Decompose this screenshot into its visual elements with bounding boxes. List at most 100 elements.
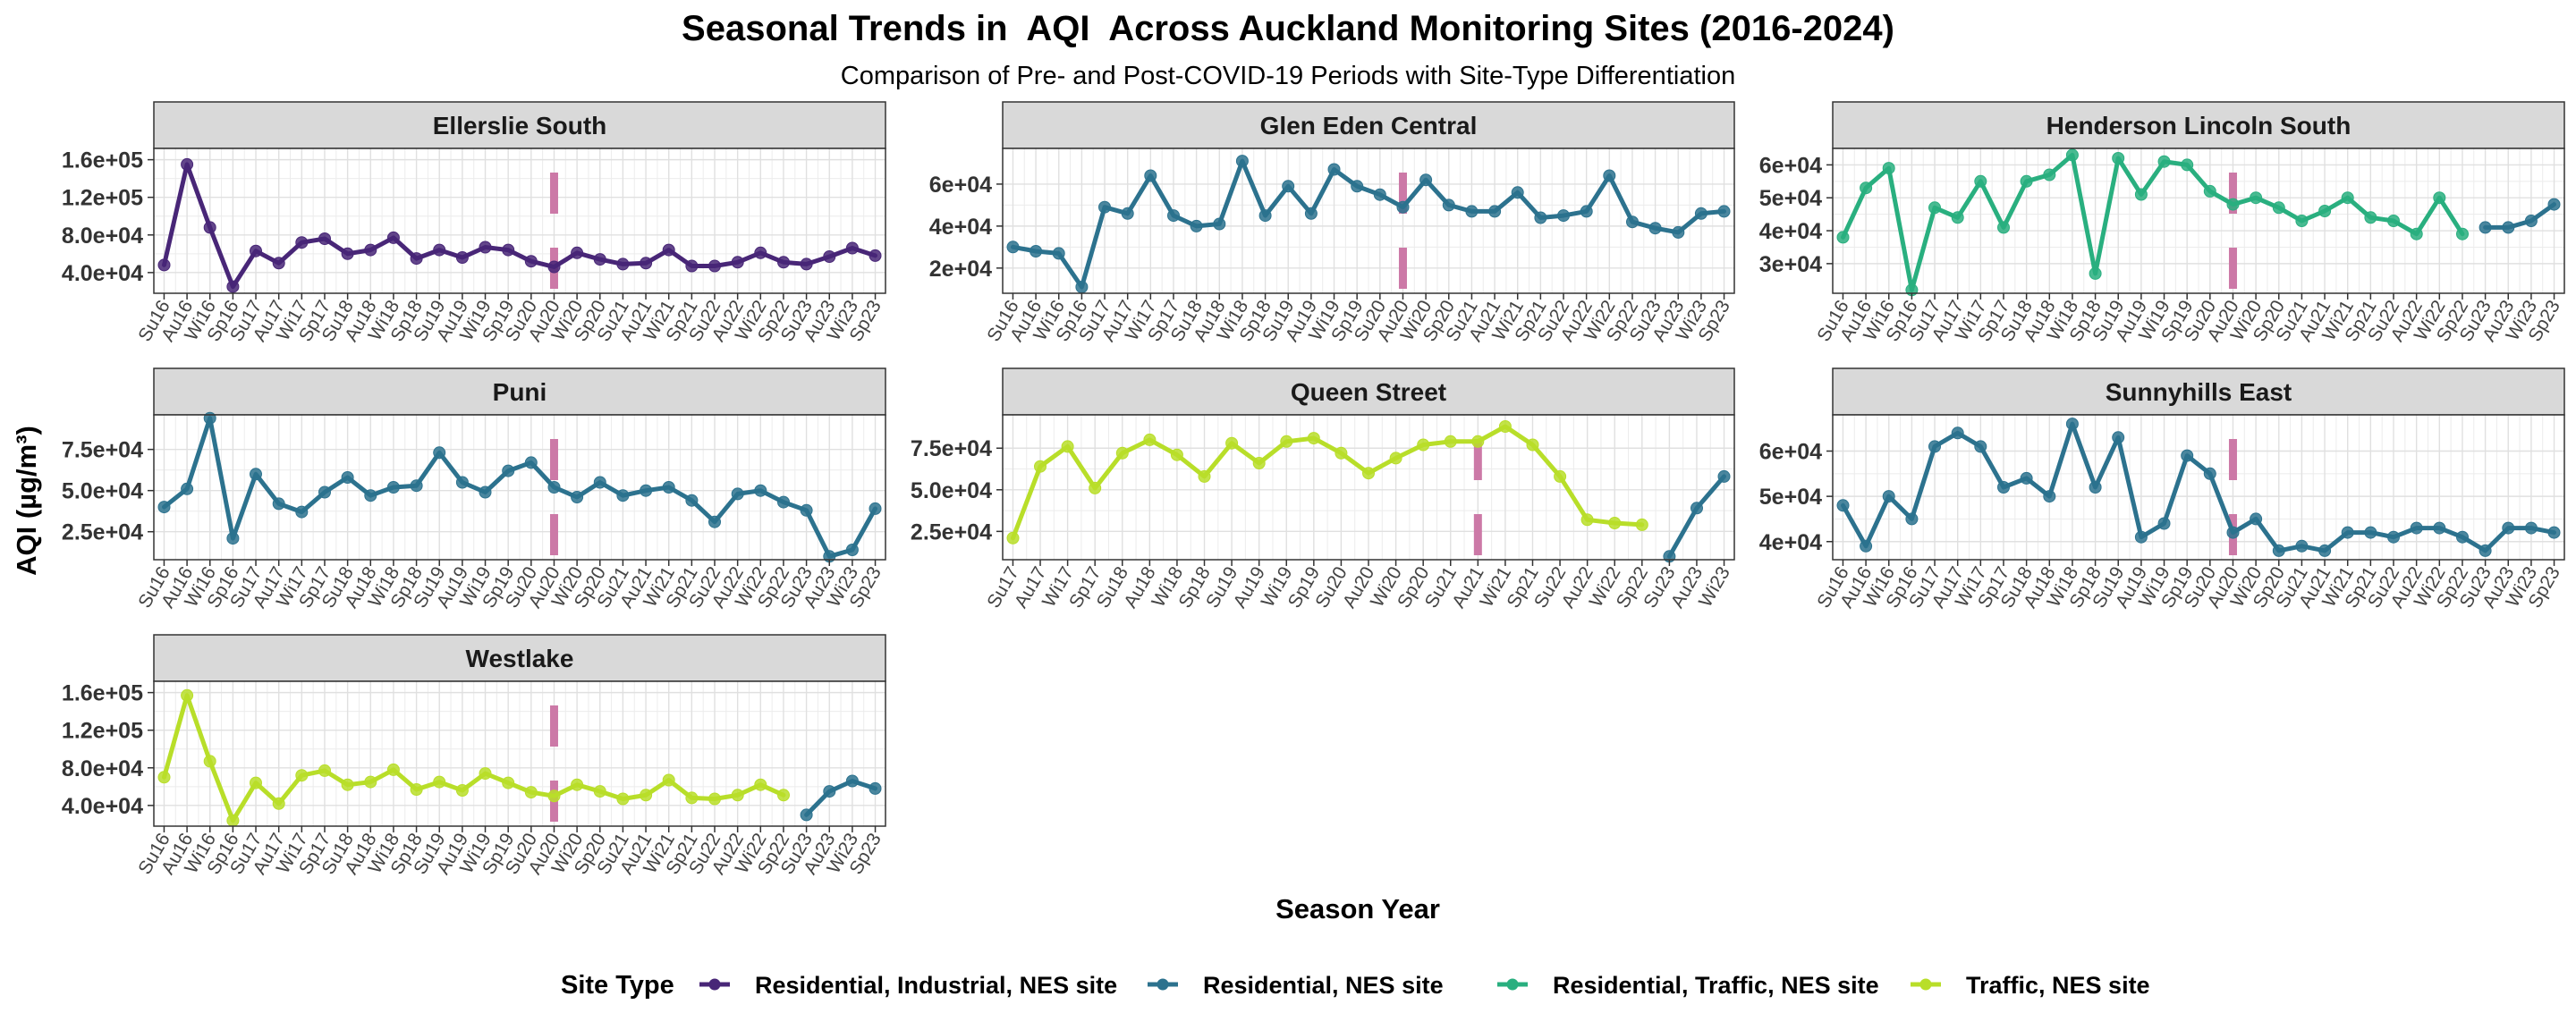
data-point — [2547, 526, 2561, 539]
data-point — [1511, 186, 1524, 199]
y-tick-label: 1.6e+05 — [62, 681, 143, 706]
panel-border — [1832, 148, 2565, 294]
data-point — [1717, 205, 1731, 218]
data-point — [1717, 469, 1731, 483]
data-point — [2272, 201, 2285, 215]
data-point — [2479, 221, 2492, 234]
data-point — [226, 532, 240, 545]
y-tick-label: 5.0e+04 — [62, 479, 143, 504]
data-point — [1465, 205, 1479, 218]
data-point — [731, 256, 744, 269]
data-point — [203, 411, 216, 425]
y-tick-label: 6e+04 — [929, 173, 992, 198]
data-point — [272, 797, 285, 810]
data-point — [2157, 155, 2171, 168]
panel-strip — [1002, 101, 1735, 149]
data-point — [1974, 440, 1987, 453]
data-point — [1694, 207, 1707, 220]
data-point — [1860, 182, 1873, 195]
data-point — [295, 236, 309, 249]
data-point — [2318, 205, 2332, 217]
y-tick-label: 5e+04 — [1759, 485, 1822, 510]
data-point — [800, 808, 813, 822]
data-point — [1417, 438, 1430, 452]
data-point — [2410, 227, 2423, 241]
data-point — [1997, 221, 2010, 234]
data-point — [571, 778, 584, 791]
series-traffic-nes-site — [157, 688, 790, 827]
data-point — [2226, 198, 2240, 211]
data-point — [593, 785, 606, 798]
data-point — [640, 484, 653, 497]
data-point — [272, 497, 285, 511]
y-tick-label: 6e+04 — [1759, 440, 1822, 465]
data-point — [2020, 174, 2033, 188]
data-point — [433, 446, 446, 460]
panel-puni: Puni2.5e+045.0e+047.5e+04Su16Au16Wi16Sp1… — [62, 367, 886, 612]
panel-border — [153, 148, 886, 294]
data-point — [1061, 440, 1074, 453]
data-point — [1882, 162, 1895, 175]
data-point — [433, 775, 446, 789]
panel-border — [153, 414, 886, 561]
data-point — [2295, 215, 2309, 227]
data-point — [1396, 200, 1410, 214]
data-point — [318, 764, 331, 777]
data-point — [640, 789, 653, 802]
legend-item-label: Traffic, NES site — [1966, 972, 2150, 999]
data-point — [869, 781, 882, 795]
data-point — [524, 255, 538, 268]
legend-item-traffic-nes-site: Traffic, NES site — [1911, 972, 2150, 999]
legend-item-label: Residential, Industrial, NES site — [755, 972, 1117, 999]
data-point — [295, 505, 309, 519]
series-residential-nes-site — [1006, 155, 1731, 293]
data-point — [616, 792, 630, 806]
data-point — [250, 244, 262, 258]
data-point — [1075, 281, 1089, 293]
data-point — [662, 773, 675, 787]
data-point — [226, 814, 240, 827]
legend-item-label: Residential, NES site — [1203, 972, 1444, 999]
data-point — [571, 246, 584, 259]
panel-westlake: Westlake4.0e+048.0e+041.2e+051.6e+05Su16… — [62, 634, 886, 878]
legend-key-point — [1506, 978, 1519, 991]
y-tick-label: 1.2e+05 — [62, 186, 143, 211]
data-point — [1498, 420, 1512, 433]
data-point — [157, 501, 171, 514]
panel-sunnyhills-east: Sunnyhills East4e+045e+046e+04Su16Au16Wi… — [1759, 367, 2565, 612]
data-point — [1006, 531, 1020, 545]
data-point — [157, 258, 171, 272]
y-tick-label: 8.0e+04 — [62, 224, 143, 249]
series-line — [804, 779, 877, 817]
data-point — [455, 476, 469, 489]
data-point — [1258, 209, 1272, 223]
data-point — [2065, 418, 2079, 431]
data-point — [2043, 168, 2056, 182]
legend-item-residential-industrial-nes-site: Residential, Industrial, NES site — [699, 972, 1117, 999]
data-point — [1608, 517, 1622, 529]
data-point — [845, 241, 859, 255]
data-point — [2364, 526, 2377, 539]
panel-strip-label: Ellerslie South — [433, 112, 607, 139]
data-point — [2272, 544, 2285, 557]
data-point — [2295, 539, 2309, 553]
legend-item-residential-traffic-nes-site: Residential, Traffic, NES site — [1497, 972, 1879, 999]
data-point — [571, 491, 584, 503]
data-point — [2043, 490, 2056, 503]
data-point — [2364, 211, 2377, 224]
data-point — [2250, 191, 2263, 205]
data-point — [662, 243, 675, 257]
data-point — [1362, 467, 1375, 480]
data-point — [1225, 436, 1239, 450]
data-point — [1882, 490, 1895, 503]
data-point — [1928, 201, 1941, 215]
data-point — [2112, 152, 2125, 165]
data-point — [1304, 207, 1318, 220]
data-point — [433, 243, 446, 257]
data-point — [2456, 530, 2469, 544]
data-point — [845, 774, 859, 788]
data-point — [2387, 215, 2400, 227]
data-point — [869, 502, 882, 515]
panel-strip-label: Westlake — [466, 645, 574, 672]
